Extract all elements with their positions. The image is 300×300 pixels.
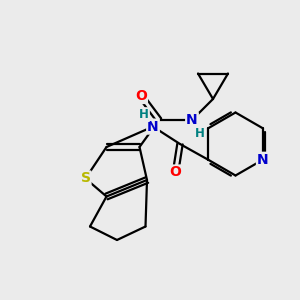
Text: H: H	[139, 108, 149, 121]
Text: N: N	[257, 153, 269, 167]
Text: O: O	[169, 166, 181, 179]
Text: N: N	[147, 120, 159, 134]
Text: N: N	[186, 113, 198, 127]
Text: H: H	[195, 127, 204, 140]
Text: S: S	[80, 172, 91, 185]
Text: O: O	[135, 89, 147, 103]
